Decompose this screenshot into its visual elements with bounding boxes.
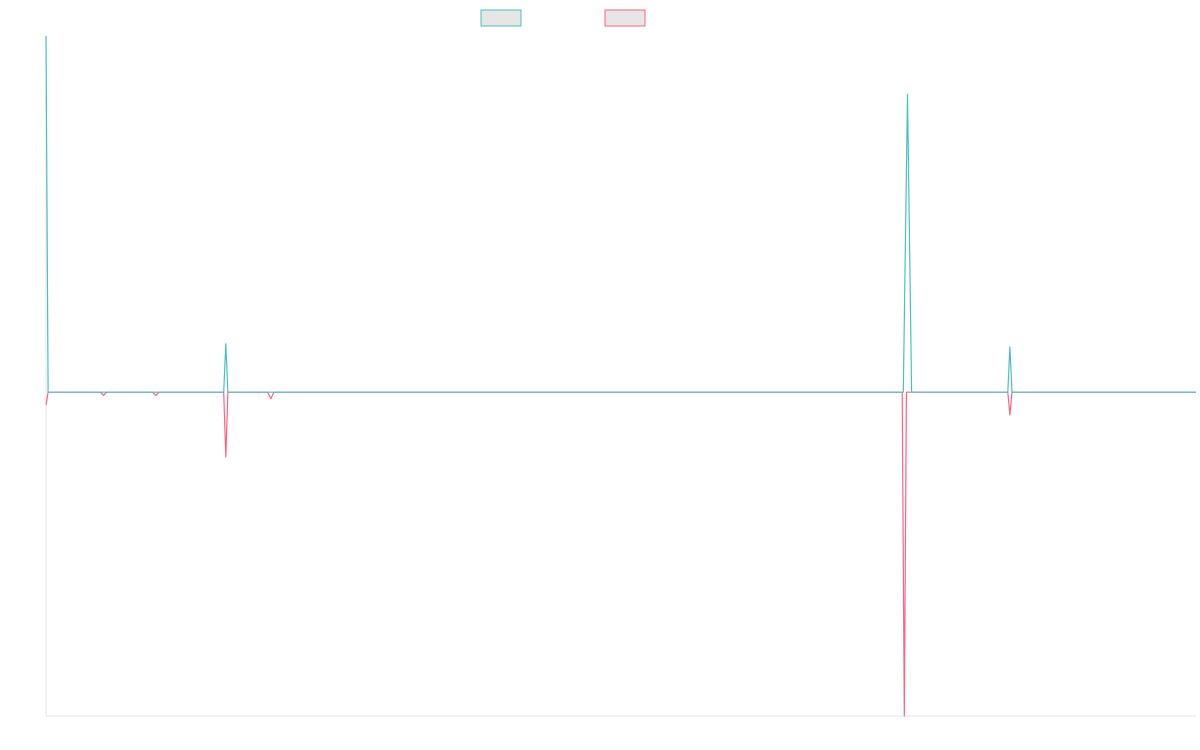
- series-line-2: [45, 391, 1196, 717]
- legend-swatch-1: [480, 9, 522, 27]
- series-line-1: [45, 35, 1196, 393]
- legend-swatch-2: [604, 9, 646, 27]
